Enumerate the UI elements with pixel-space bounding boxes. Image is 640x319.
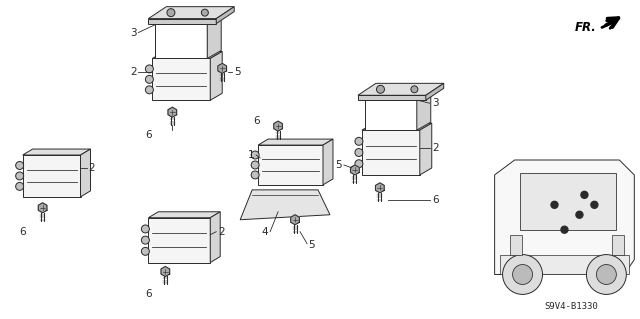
Polygon shape <box>38 203 47 213</box>
Polygon shape <box>210 51 222 100</box>
Polygon shape <box>148 218 210 263</box>
Circle shape <box>145 65 154 73</box>
Text: FR.: FR. <box>575 21 596 34</box>
Polygon shape <box>240 190 330 220</box>
Polygon shape <box>156 24 207 58</box>
Circle shape <box>561 226 568 233</box>
Polygon shape <box>365 100 417 130</box>
Polygon shape <box>148 19 216 24</box>
Polygon shape <box>362 123 432 130</box>
Polygon shape <box>417 92 431 130</box>
Text: 1: 1 <box>248 150 254 160</box>
Circle shape <box>576 211 583 218</box>
Polygon shape <box>258 145 323 185</box>
Polygon shape <box>156 16 221 24</box>
Polygon shape <box>420 123 432 175</box>
Polygon shape <box>274 121 282 131</box>
Circle shape <box>15 161 24 169</box>
Circle shape <box>596 264 616 285</box>
Circle shape <box>502 255 543 294</box>
Circle shape <box>145 86 154 94</box>
Circle shape <box>355 149 363 157</box>
Text: 5: 5 <box>335 160 342 170</box>
Circle shape <box>513 264 532 285</box>
Circle shape <box>167 9 175 17</box>
Text: S9V4-B1330: S9V4-B1330 <box>545 302 598 311</box>
Polygon shape <box>152 51 222 58</box>
Text: 2: 2 <box>88 163 95 173</box>
Polygon shape <box>210 212 220 263</box>
Circle shape <box>15 182 24 190</box>
Polygon shape <box>500 255 629 274</box>
Text: 4: 4 <box>262 227 268 237</box>
Circle shape <box>251 151 259 159</box>
Circle shape <box>145 75 154 83</box>
Text: 3: 3 <box>432 98 438 108</box>
Text: 6: 6 <box>253 116 260 126</box>
Circle shape <box>355 160 363 168</box>
Text: 6: 6 <box>432 195 438 205</box>
Text: 6: 6 <box>19 227 26 237</box>
Polygon shape <box>358 83 444 95</box>
Circle shape <box>581 191 588 198</box>
Polygon shape <box>509 235 522 255</box>
Text: 2: 2 <box>130 67 136 78</box>
Circle shape <box>551 201 558 208</box>
Polygon shape <box>351 165 359 175</box>
Circle shape <box>411 86 418 93</box>
Circle shape <box>355 137 363 145</box>
Circle shape <box>251 171 259 179</box>
Polygon shape <box>161 267 170 277</box>
Circle shape <box>251 161 259 169</box>
Circle shape <box>15 172 24 180</box>
Polygon shape <box>22 149 90 155</box>
Circle shape <box>586 255 627 294</box>
Polygon shape <box>612 235 625 255</box>
Polygon shape <box>426 83 444 100</box>
Circle shape <box>141 225 149 233</box>
Polygon shape <box>520 173 616 230</box>
Polygon shape <box>358 95 426 100</box>
Text: 6: 6 <box>145 289 152 300</box>
Polygon shape <box>376 183 384 193</box>
Polygon shape <box>22 155 81 197</box>
Text: 2: 2 <box>218 227 225 237</box>
Polygon shape <box>207 16 221 58</box>
Circle shape <box>141 236 149 244</box>
Text: 3: 3 <box>130 27 136 38</box>
Polygon shape <box>495 160 634 274</box>
Polygon shape <box>81 149 90 197</box>
Polygon shape <box>148 212 220 218</box>
Polygon shape <box>323 139 333 185</box>
Polygon shape <box>362 130 420 175</box>
Text: 6: 6 <box>145 130 152 140</box>
Text: 5: 5 <box>308 240 315 250</box>
Circle shape <box>376 85 385 93</box>
Circle shape <box>141 247 149 255</box>
Polygon shape <box>291 215 300 225</box>
Polygon shape <box>148 7 234 19</box>
Circle shape <box>202 9 209 16</box>
Text: 5: 5 <box>234 67 241 78</box>
Text: 2: 2 <box>432 143 438 153</box>
Polygon shape <box>152 58 210 100</box>
Circle shape <box>591 201 598 208</box>
Polygon shape <box>168 107 177 117</box>
Polygon shape <box>216 7 234 24</box>
Polygon shape <box>365 92 431 100</box>
Polygon shape <box>258 139 333 145</box>
Polygon shape <box>218 63 227 73</box>
